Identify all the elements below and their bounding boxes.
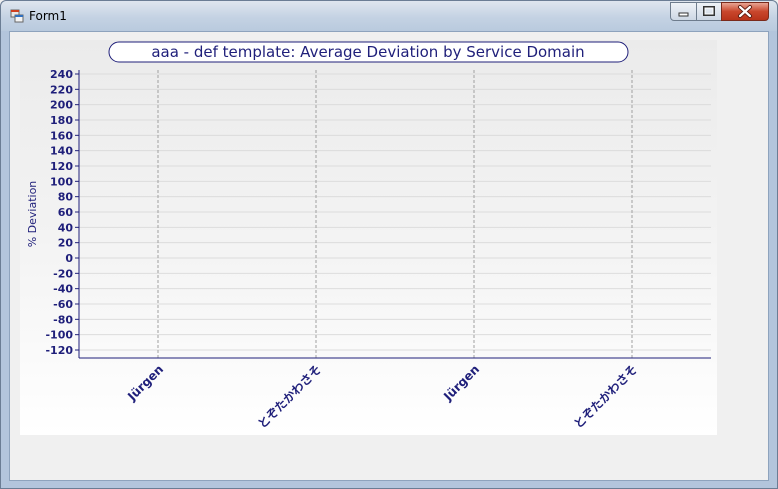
x-tick-labels: Jürgen とぞたかわさそ Jürgen とぞたかわさそ [124,362,640,431]
chart-panel: 240 220 200 180 160 140 120 100 80 60 40 20 0 -20 -40-… [20,40,717,435]
close-icon [738,5,752,18]
y-tick-label: 180 [50,114,73,127]
y-tick-label: 20 [58,237,74,250]
chart-title-frame [108,41,629,63]
window-title: Form1 [29,9,67,23]
y-tick-label: -120 [45,344,73,357]
y-tick-labels: 240220200180160140120100806040200-20-40-… [45,68,79,357]
y-tick-label: 80 [58,191,74,204]
y-tick-label: 160 [50,129,73,142]
chart: 240220200180160140120100806040200-20-40-… [26,41,711,431]
y-tick-label: -100 [45,329,73,342]
y-tick-label: 200 [50,99,73,112]
category-lines [157,70,633,358]
y-tick-label: -40 [53,283,73,296]
y-tick-label: -60 [53,298,73,311]
axes [78,70,711,359]
y-tick-label: 60 [58,206,74,219]
y-tick-label: 220 [50,83,73,96]
y-tick-label: 240 [50,68,73,81]
minimize-button[interactable] [670,2,697,21]
chart-title: aaa - def template: Average Deviation by… [151,43,584,61]
x-tick-label: Jürgen [124,362,166,404]
maximize-button[interactable] [696,2,722,21]
grid-layer [79,73,711,351]
title-bar[interactable]: Form1 [1,1,777,31]
x-tick-label: とぞたかわさそ [255,362,324,431]
y-tick-label: 100 [50,175,73,188]
y-tick-label: 40 [58,221,74,234]
app-icon [10,9,24,23]
minimize-icon [678,12,689,17]
y-tick-label: 140 [50,145,73,158]
x-tick-label: Jürgen [440,362,482,404]
y-axis-label: % Deviation [26,181,39,248]
x-tick-label: とぞたかわさそ [571,362,640,431]
close-button[interactable] [721,2,769,21]
y-tick-label: 120 [50,160,73,173]
y-tick-label: -20 [53,267,73,280]
maximize-icon [703,6,715,16]
y-tick-label: -80 [53,313,73,326]
y-tick-label: 0 [65,252,73,265]
